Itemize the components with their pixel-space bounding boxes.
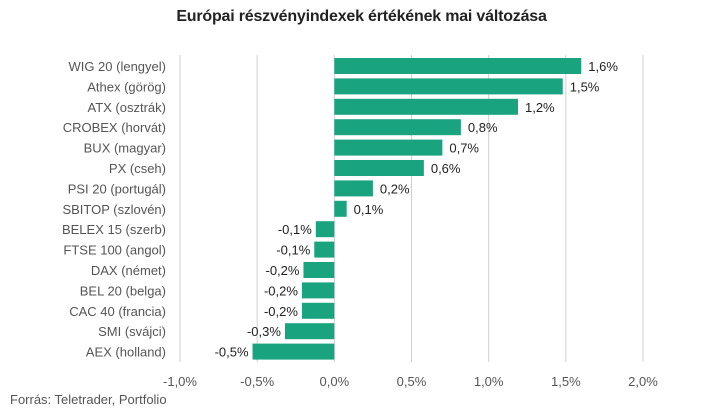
category-label: Athex (görög) <box>87 79 166 94</box>
data-label: 1,6% <box>588 59 618 74</box>
data-label: -0,2% <box>264 304 298 319</box>
category-label: PSI 20 (portugál) <box>68 181 166 196</box>
x-tick-label: -0,5% <box>240 374 274 389</box>
x-tick-label: 0,0% <box>320 374 350 389</box>
category-label: AEX (holland) <box>86 345 166 360</box>
bar <box>334 98 518 115</box>
data-label: -0,2% <box>265 263 299 278</box>
bar <box>334 58 582 74</box>
data-label: -0,2% <box>264 283 298 298</box>
bar <box>334 78 563 95</box>
bar <box>301 282 335 299</box>
value-labels: 1,6% 1,5% 1,2% 0,8% 0,7% 0,6% 0,2% 0,1% -0,1% -0,… <box>215 59 619 360</box>
bar <box>334 119 461 136</box>
category-label: BUX (magyar) <box>84 141 166 156</box>
x-tick-label: 2,0% <box>628 374 658 389</box>
bar <box>314 241 335 258</box>
category-label: CROBEX (horvát) <box>63 120 166 135</box>
data-label: 0,1% <box>354 202 384 217</box>
data-label: 0,2% <box>380 181 410 196</box>
category-label: BEL 20 (belga) <box>80 283 166 298</box>
bars <box>252 58 582 360</box>
bar <box>303 262 335 278</box>
data-label: 0,8% <box>468 120 498 135</box>
data-label: -0,1% <box>278 222 312 237</box>
x-tick-label: 0,5% <box>397 374 427 389</box>
category-label: ATX (osztrák) <box>88 100 167 115</box>
bar <box>334 180 373 197</box>
category-label: BELEX 15 (szerb) <box>62 222 166 237</box>
data-label: 1,5% <box>570 79 600 94</box>
data-label: 1,2% <box>525 100 555 115</box>
category-label: DAX (német) <box>91 263 166 278</box>
bar <box>334 200 347 217</box>
data-label: -0,1% <box>276 243 310 258</box>
category-label: SMI (svájci) <box>98 324 166 339</box>
bar <box>284 323 335 340</box>
x-axis-tick-labels: -1,0% -0,5% 0,0% 0,5% 1,0% 1,5% 2,0% <box>163 374 658 389</box>
x-tick-label: 1,0% <box>474 374 504 389</box>
x-tick-label: -1,0% <box>163 374 197 389</box>
bar <box>334 160 424 176</box>
data-label: -0,3% <box>247 324 281 339</box>
x-tick-label: 1,5% <box>551 374 581 389</box>
source-note: Forrás: Teletrader, Portfolio <box>10 392 167 407</box>
category-label: SBITOP (szlovén) <box>62 202 166 217</box>
chart-title: Európai részvényindexek értékének mai vá… <box>176 8 547 25</box>
bar <box>315 221 335 238</box>
category-label: PX (cseh) <box>109 161 166 176</box>
category-label: FTSE 100 (angol) <box>63 243 166 258</box>
bar <box>334 139 443 156</box>
data-label: 0,7% <box>449 141 479 156</box>
data-label: 0,6% <box>431 161 461 176</box>
data-label: -0,5% <box>215 345 249 360</box>
category-label: CAC 40 (francia) <box>69 304 166 319</box>
bar <box>301 302 335 319</box>
category-label: WIG 20 (lengyel) <box>68 59 166 74</box>
bar <box>252 343 335 360</box>
category-labels: WIG 20 (lengyel) Athex (görög) ATX (osztrá… <box>62 59 166 360</box>
